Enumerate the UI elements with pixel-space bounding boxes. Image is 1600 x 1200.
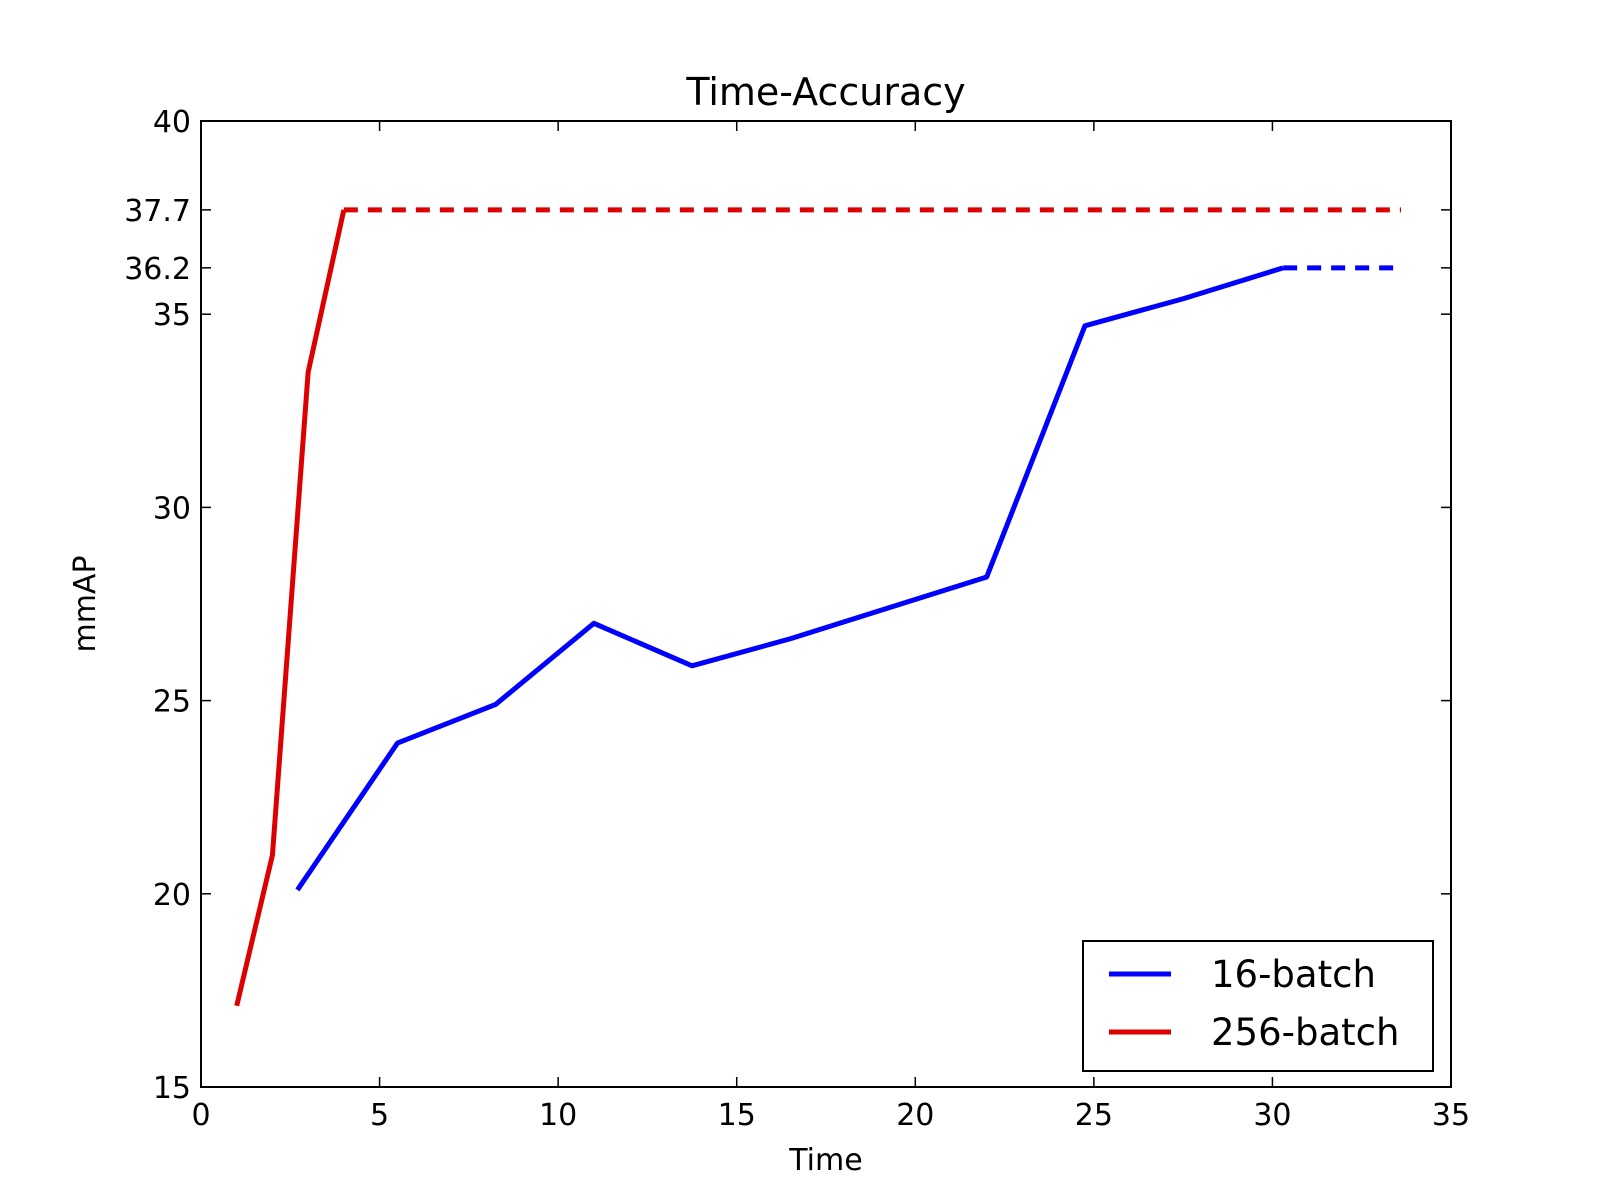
chart-title: Time-Accuracy (685, 70, 965, 114)
x-tick-label: 25 (1075, 1098, 1113, 1133)
x-axis-label: Time (788, 1143, 862, 1178)
x-tick-label: 5 (370, 1098, 389, 1133)
series-line-256-batch (234, 209, 347, 1007)
legend: 16-batch 256-batch (1082, 940, 1434, 1072)
x-tick-label: 15 (718, 1098, 756, 1133)
x-tick-label: 20 (896, 1098, 934, 1133)
y-tick-label: 25 (153, 685, 191, 720)
y-tick-label: 30 (153, 491, 191, 526)
y-axis-label: mmAP (68, 555, 103, 652)
x-tick-label: 0 (191, 1098, 210, 1133)
axis-ticks: 0 5 10 15 20 25 30 35 15 20 25 30 35 36.2 37.7 40 (124, 105, 1470, 1133)
series-layer (234, 207, 1401, 1007)
x-tick-label: 30 (1253, 1098, 1291, 1133)
legend-label-16-batch: 16-batch (1211, 953, 1376, 996)
y-tick-label: 36.2 (124, 252, 191, 287)
x-tick-label: 35 (1432, 1098, 1470, 1133)
y-tick-label: 15 (153, 1071, 191, 1106)
plot-area (200, 120, 1452, 1088)
x-tick-label: 10 (539, 1098, 577, 1133)
y-tick-label: 37.7 (124, 194, 191, 229)
y-tick-label: 35 (153, 298, 191, 333)
y-tick-label: 40 (153, 105, 191, 140)
legend-box (1082, 940, 1434, 1072)
legend-label-256-batch: 256-batch (1211, 1011, 1399, 1054)
y-tick-label: 20 (153, 878, 191, 913)
series-line-16-batch (295, 265, 1284, 892)
